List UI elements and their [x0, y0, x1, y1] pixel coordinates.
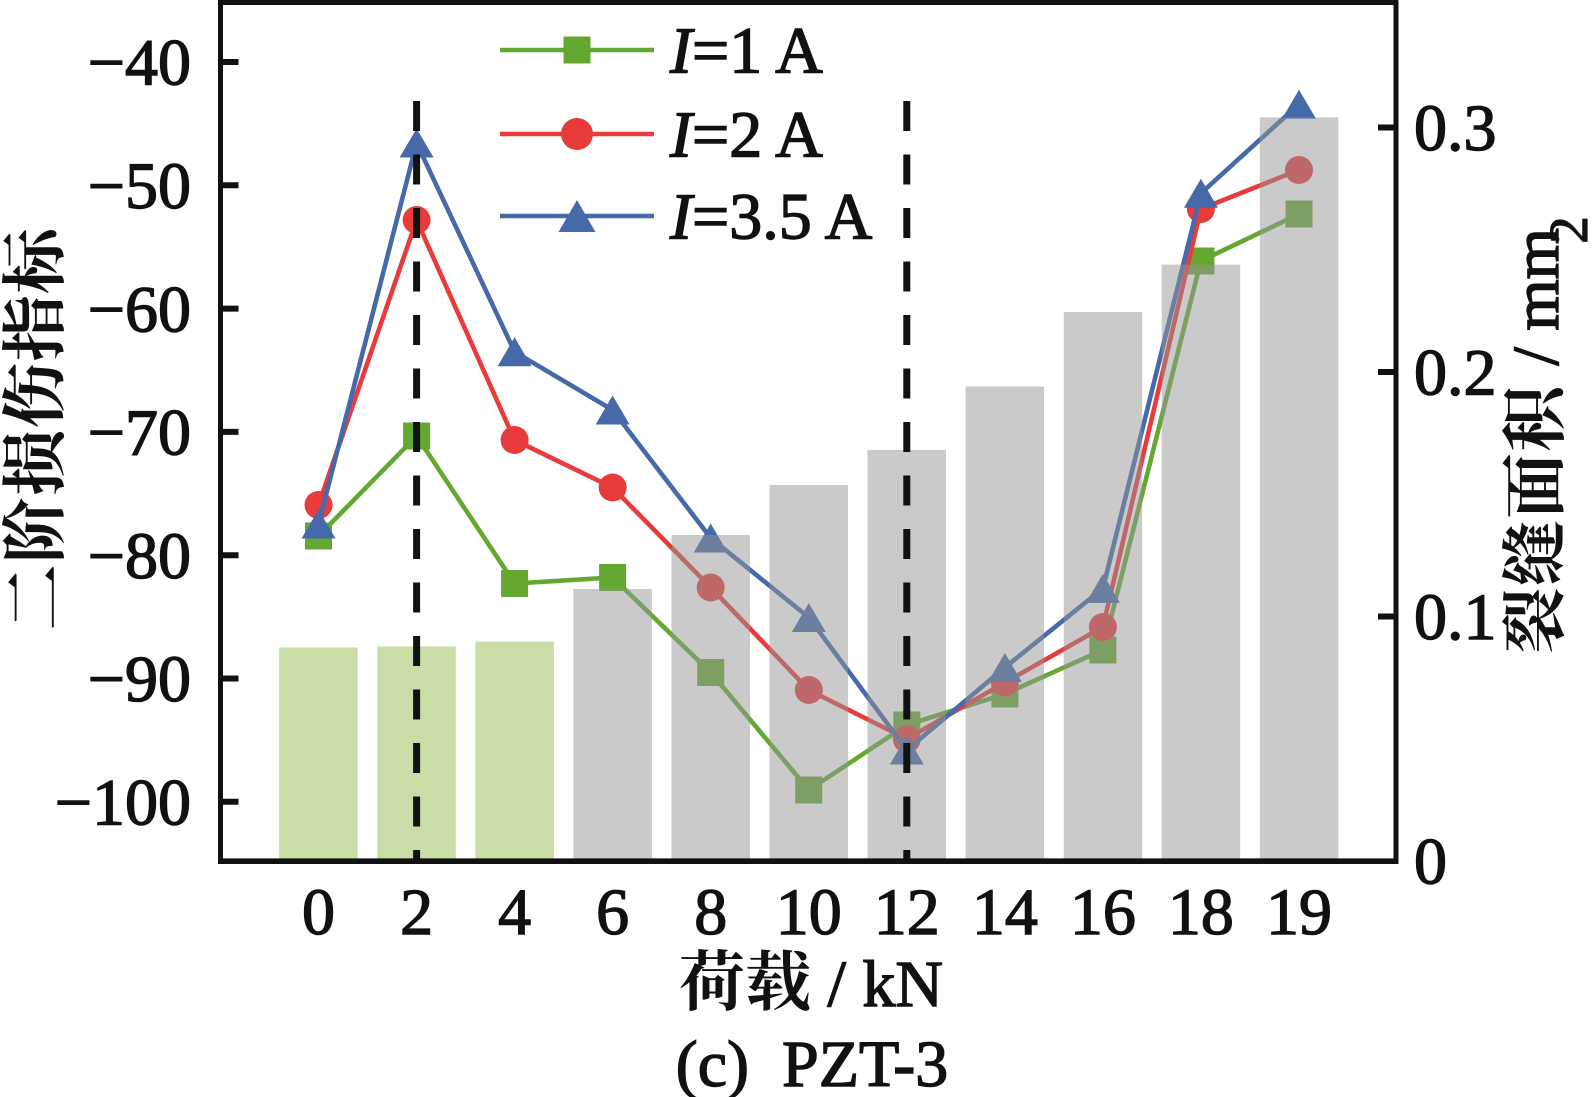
- svg-text:−50: −50: [88, 150, 191, 223]
- svg-text:0.2: 0.2: [1414, 337, 1497, 410]
- svg-text:0: 0: [302, 876, 335, 949]
- svg-text:I=2 A: I=2 A: [669, 99, 823, 172]
- svg-text:12: 12: [874, 876, 940, 949]
- svg-text:2: 2: [400, 876, 433, 949]
- svg-text:I=1 A: I=1 A: [669, 15, 823, 88]
- svg-text:16: 16: [1070, 876, 1136, 949]
- svg-text:4: 4: [498, 876, 531, 949]
- svg-text:18: 18: [1168, 876, 1234, 949]
- svg-text:6: 6: [596, 876, 629, 949]
- svg-text:/ kN: / kN: [811, 948, 943, 1021]
- svg-text:−100: −100: [55, 767, 191, 840]
- svg-text:8: 8: [694, 876, 727, 949]
- svg-text:−90: −90: [88, 643, 191, 716]
- svg-text:0.1: 0.1: [1414, 581, 1497, 654]
- svg-text:2: 2: [1538, 216, 1592, 244]
- svg-text:0: 0: [1414, 826, 1447, 899]
- svg-text:−60: −60: [88, 273, 191, 346]
- svg-text:(c) PZT-3: (c) PZT-3: [676, 1028, 949, 1097]
- svg-text:I=3.5 A: I=3.5 A: [669, 181, 873, 254]
- svg-text:−70: −70: [88, 397, 191, 470]
- svg-text:−40: −40: [88, 27, 191, 100]
- svg-text:14: 14: [972, 876, 1038, 949]
- svg-text:−80: −80: [88, 520, 191, 593]
- svg-text:10: 10: [776, 876, 842, 949]
- svg-text:19: 19: [1266, 876, 1332, 949]
- svg-text:/ mm: / mm: [1500, 228, 1573, 382]
- svg-text:0.3: 0.3: [1414, 92, 1497, 165]
